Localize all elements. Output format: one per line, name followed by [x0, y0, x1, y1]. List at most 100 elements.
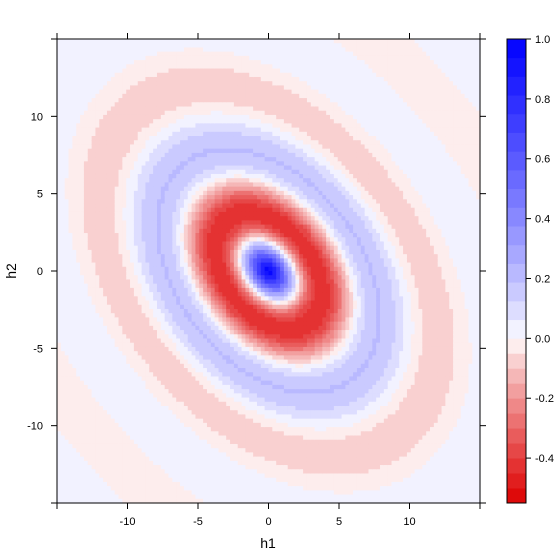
- heatmap-cell: [137, 76, 143, 82]
- heatmap-cell: [103, 119, 108, 124]
- heatmap-cell: [126, 93, 131, 99]
- heatmap-cell: [68, 68, 73, 74]
- heatmap-cell: [133, 292, 139, 297]
- heatmap-cell: [187, 401, 193, 407]
- heatmap-cell: [176, 460, 181, 466]
- heatmap-cell: [72, 76, 77, 82]
- heatmap-cell: [133, 346, 139, 352]
- heatmap-cell: [153, 296, 158, 302]
- heatmap-cell: [180, 494, 185, 500]
- heatmap-cell: [176, 249, 181, 255]
- heatmap-cell: [191, 325, 197, 331]
- heatmap-cell: [153, 456, 158, 462]
- heatmap-cell: [126, 43, 131, 49]
- heatmap-cell: [141, 308, 147, 314]
- heatmap-cell: [130, 68, 135, 74]
- heatmap-cell: [176, 363, 181, 369]
- heatmap-cell: [160, 165, 166, 171]
- heatmap-cell: [57, 199, 62, 205]
- heatmap-cell: [80, 389, 85, 394]
- heatmap-cell: [68, 43, 73, 49]
- heatmap-cell: [180, 64, 185, 70]
- heatmap-cell: [141, 465, 147, 470]
- heatmap-cell: [141, 334, 147, 340]
- heatmap-cell: [114, 64, 120, 70]
- heatmap-cell: [168, 169, 173, 175]
- heatmap-cell: [226, 144, 231, 150]
- heatmap-cell: [164, 414, 170, 420]
- heatmap-cell: [72, 195, 77, 200]
- heatmap-cell: [126, 47, 131, 53]
- heatmap-cell: [106, 456, 112, 462]
- heatmap-cell: [153, 144, 158, 150]
- heatmap-cell: [76, 490, 81, 496]
- heatmap-cell: [168, 448, 173, 453]
- heatmap-cell: [106, 405, 112, 411]
- heatmap-cell: [214, 228, 220, 234]
- heatmap-cell: [203, 55, 208, 61]
- heatmap-cell: [83, 211, 89, 217]
- heatmap-cell: [103, 317, 108, 323]
- heatmap-cell: [203, 266, 208, 272]
- heatmap-cell: [191, 190, 197, 196]
- heatmap-cell: [122, 372, 127, 378]
- heatmap-cell: [206, 68, 212, 74]
- heatmap-cell: [214, 249, 220, 255]
- heatmap-cell: [95, 292, 100, 297]
- heatmap-cell: [103, 51, 108, 57]
- heatmap-cell: [64, 321, 70, 327]
- heatmap-cell: [195, 249, 200, 255]
- heatmap-cell: [64, 422, 70, 428]
- heatmap-cell: [203, 157, 208, 162]
- heatmap-cell: [141, 249, 147, 255]
- heatmap-cell: [80, 211, 85, 217]
- heatmap-cell: [80, 405, 85, 411]
- heatmap-cell: [68, 93, 73, 99]
- heatmap-cell: [145, 448, 150, 453]
- heatmap-cell: [226, 216, 231, 221]
- heatmap-cell: [68, 372, 73, 378]
- heatmap-cell: [126, 435, 131, 441]
- heatmap-cell: [230, 47, 235, 53]
- heatmap-cell: [156, 241, 162, 247]
- heatmap-cell: [172, 114, 177, 120]
- heatmap-cell: [130, 165, 135, 171]
- heatmap-cell: [72, 460, 77, 466]
- heatmap-cell: [60, 249, 66, 255]
- heatmap-cell: [80, 283, 85, 289]
- heatmap-cell: [191, 182, 197, 188]
- heatmap-cell: [87, 182, 93, 188]
- heatmap-cell: [72, 98, 77, 103]
- heatmap-cell: [118, 376, 123, 382]
- heatmap-cell: [68, 89, 73, 95]
- heatmap-cell: [176, 43, 181, 49]
- heatmap-cell: [118, 456, 123, 462]
- heatmap-cell: [218, 384, 223, 390]
- heatmap-cell: [118, 203, 123, 209]
- heatmap-cell: [160, 233, 166, 238]
- heatmap-cell: [145, 241, 150, 247]
- heatmap-cell: [214, 279, 220, 285]
- heatmap-cell: [141, 89, 147, 95]
- heatmap-cell: [164, 271, 170, 276]
- heatmap-cell: [160, 43, 166, 49]
- heatmap-cell: [106, 165, 112, 171]
- heatmap-cell: [87, 68, 93, 74]
- heatmap-cell: [187, 216, 193, 221]
- heatmap-cell: [72, 93, 77, 99]
- heatmap-cell: [156, 469, 162, 475]
- heatmap-cell: [172, 469, 177, 475]
- heatmap-cell: [68, 473, 73, 479]
- heatmap-cell: [164, 279, 170, 285]
- heatmap-cell: [176, 110, 181, 116]
- heatmap-cell: [180, 110, 185, 116]
- heatmap-cell: [76, 477, 81, 483]
- heatmap-cell: [145, 359, 150, 365]
- heatmap-cell: [103, 393, 108, 399]
- heatmap-cell: [176, 216, 181, 221]
- heatmap-cell: [164, 258, 170, 264]
- heatmap-cell: [203, 279, 208, 285]
- heatmap-cell: [126, 76, 131, 82]
- heatmap-cell: [137, 169, 143, 175]
- heatmap-cell: [60, 393, 66, 399]
